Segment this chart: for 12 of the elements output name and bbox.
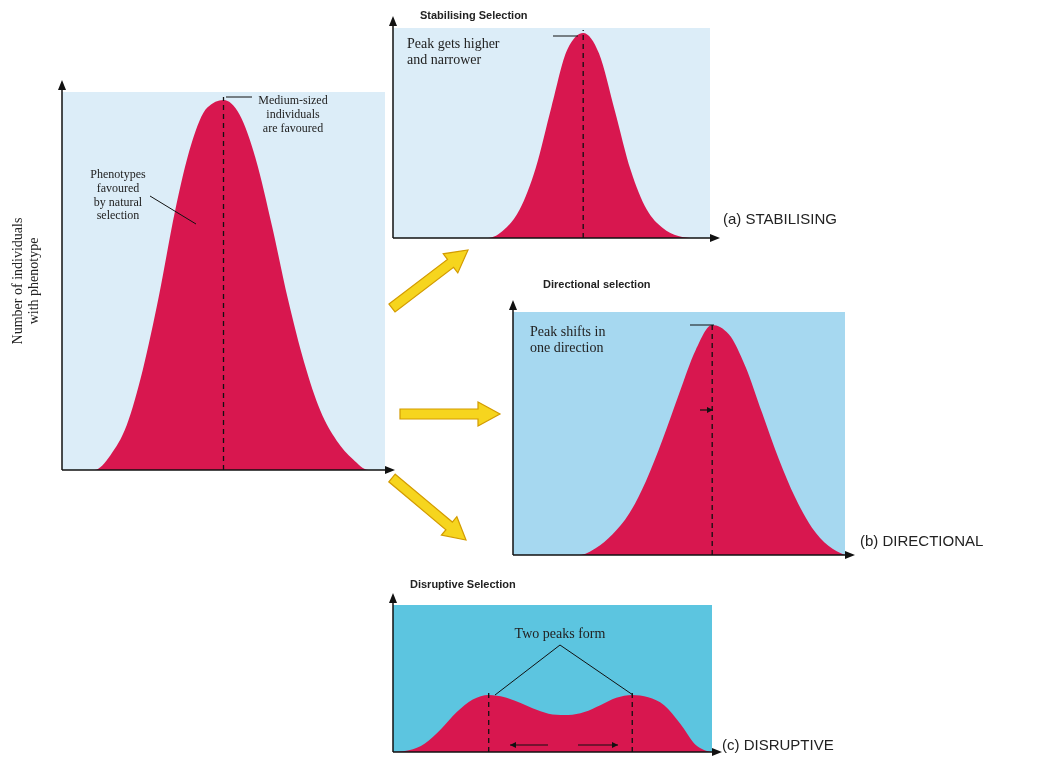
annotation: Phenotypes favoured by natural selection (90, 167, 146, 223)
text: Two peaks form (514, 626, 606, 641)
text: (b) DIRECTIONAL (860, 532, 984, 549)
annotation: Peak gets higher and narrower (407, 36, 500, 68)
y-axis-title: Number of individuals with phenotype (10, 217, 42, 345)
text: (a) STABILISING (723, 210, 837, 227)
annotation: Medium-sized individuals are favoured (258, 93, 328, 135)
chart-title: Stabilising Selection (420, 9, 528, 21)
annotation: Peak shifts in one direction (530, 324, 606, 356)
text: (c) DISRUPTIVE (722, 736, 834, 753)
chart-title: Directional selection (543, 278, 651, 290)
chart-title: Disruptive Selection (410, 578, 517, 590)
